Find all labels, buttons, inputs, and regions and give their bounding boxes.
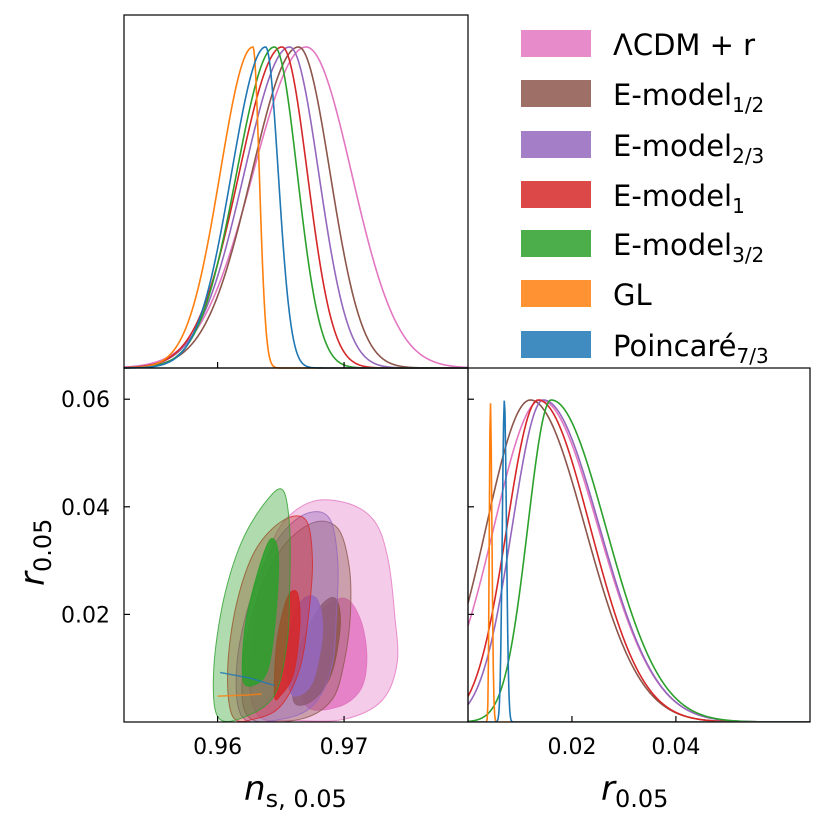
- legend-label: GL: [613, 278, 652, 312]
- ns-x-tick-label: 0.97: [320, 735, 369, 760]
- ns-x-tick-label: 0.96: [193, 735, 242, 760]
- legend-label: Poincaré: [613, 329, 736, 363]
- legend-label: E-model: [613, 179, 732, 213]
- ns-x-axis-label: ns, 0.05: [244, 769, 347, 813]
- r-x-axis-label: r0.05: [601, 769, 668, 813]
- r-x-tick-label: 0.04: [651, 735, 700, 760]
- svg-text:E-model3/2: E-model3/2: [613, 228, 764, 267]
- legend-subscript: 7/3: [736, 344, 768, 368]
- contour-inner-e32: [241, 537, 279, 687]
- r-y-tick-label: 0.02: [61, 603, 110, 628]
- r-x-tick-label: 0.02: [547, 735, 596, 760]
- frame-top: [123, 14, 469, 369]
- legend-entry-e-model-3-2: E-model3/2: [521, 228, 764, 267]
- legend-swatch: [521, 80, 591, 107]
- svg-text:E-model1/2: E-model1/2: [613, 78, 764, 117]
- svg-text:GL: GL: [613, 278, 652, 312]
- legend-swatch: [521, 30, 591, 57]
- legend-label: E-model: [613, 228, 732, 262]
- svg-text:E-model2/3: E-model2/3: [613, 129, 764, 168]
- ns-1d-panel: [123, 46, 469, 369]
- legend-subscript: 1: [732, 194, 745, 218]
- legend-entry-lcdm: ΛCDM + r: [521, 28, 755, 62]
- legend-entry-gl: GL: [521, 278, 652, 312]
- legend-entry-poincare: Poincaré7/3: [521, 329, 769, 368]
- legend-entry-e-model-1-2: E-model1/2: [521, 78, 764, 117]
- svg-text:Poincaré7/3: Poincaré7/3: [613, 329, 769, 368]
- legend-label: ΛCDM + r: [613, 28, 755, 62]
- legend-label: E-model: [613, 129, 732, 163]
- r-y-tick-label: 0.06: [61, 388, 110, 413]
- legend-subscript: 3/2: [732, 243, 764, 267]
- legend-subscript: 1/2: [732, 93, 764, 117]
- contour-line-poinc: [219, 671, 275, 687]
- contour-line-gl: [217, 693, 262, 697]
- legend-entry-e-model-1: E-model1: [521, 179, 745, 218]
- r-posterior-e1: [468, 399, 810, 722]
- legend-swatch: [521, 230, 591, 257]
- svg-text:ΛCDM + r: ΛCDM + r: [613, 28, 755, 62]
- panel-frames: [123, 14, 811, 723]
- r-y-tick-label: 0.04: [61, 496, 110, 521]
- legend: ΛCDM + r E-model1/2 E-model2/3 E-model1 …: [521, 28, 769, 368]
- legend-subscript: 2/3: [732, 144, 764, 168]
- ns-posterior-e1: [123, 46, 468, 369]
- legend-swatch: [521, 280, 591, 307]
- r-y-axis-label: r0.05: [13, 519, 57, 586]
- legend-label: E-model: [613, 78, 732, 112]
- contour-inner-e1: [273, 589, 301, 701]
- frame-right: [467, 367, 811, 723]
- legend-entry-e-model-2-3: E-model2/3: [521, 129, 764, 168]
- legend-swatch: [521, 181, 591, 208]
- legend-swatch: [521, 131, 591, 158]
- svg-text:E-model1: E-model1: [613, 179, 745, 218]
- legend-swatch: [521, 331, 591, 358]
- r-1d-panel: [468, 399, 810, 722]
- ns-r-2d-panel: [212, 488, 399, 722]
